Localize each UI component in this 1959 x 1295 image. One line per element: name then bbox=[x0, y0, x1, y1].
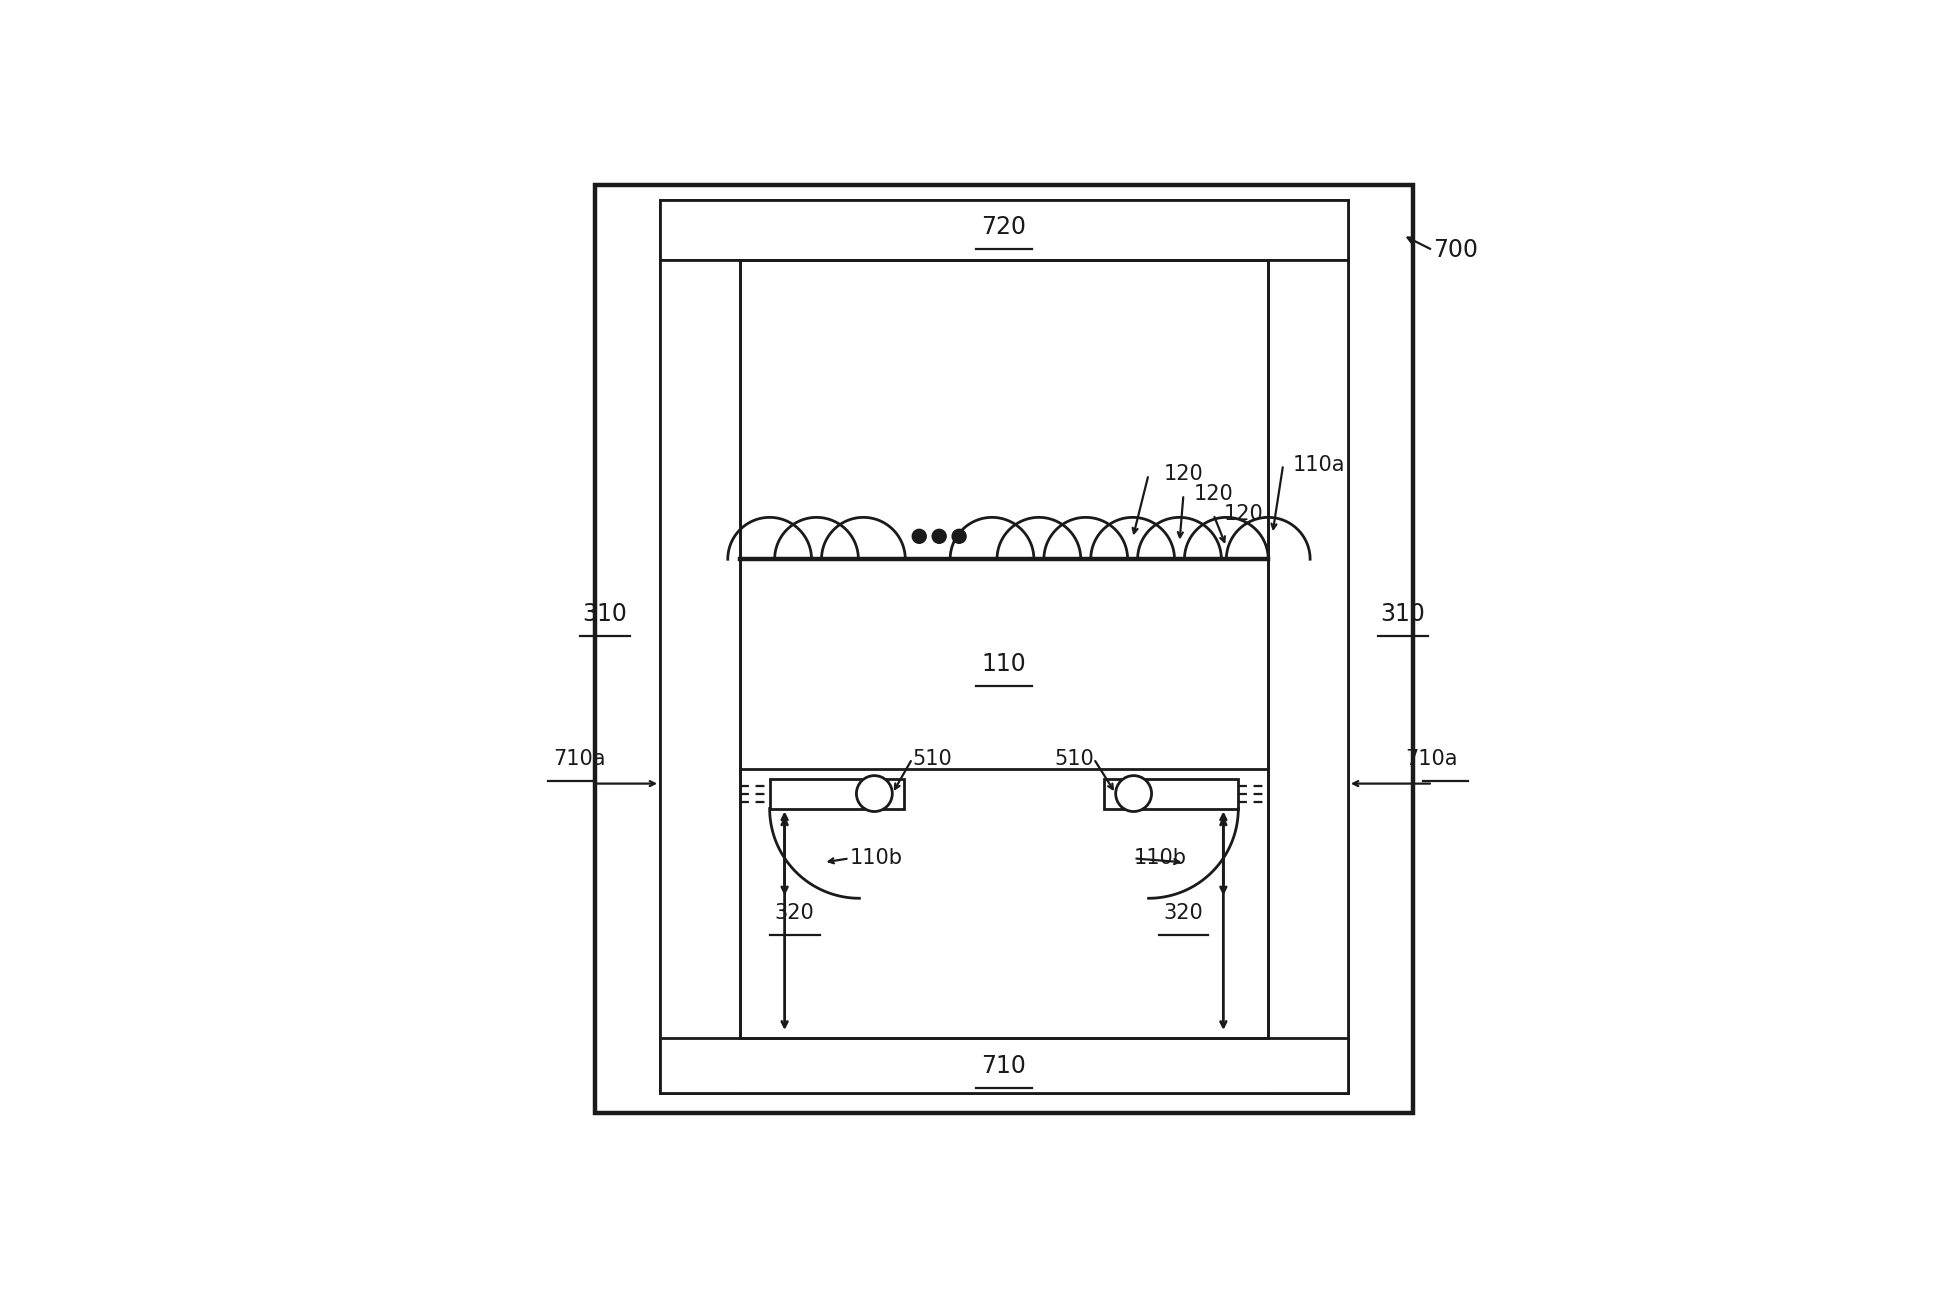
Polygon shape bbox=[1267, 260, 1348, 1093]
Text: 110a: 110a bbox=[1293, 455, 1346, 474]
Polygon shape bbox=[660, 1037, 1348, 1093]
Text: 720: 720 bbox=[981, 215, 1027, 240]
Text: 710a: 710a bbox=[1405, 749, 1457, 769]
Text: 120: 120 bbox=[1164, 465, 1203, 484]
Text: 320: 320 bbox=[1164, 903, 1203, 923]
Text: 310: 310 bbox=[1381, 602, 1426, 625]
Circle shape bbox=[952, 530, 966, 544]
Text: 510: 510 bbox=[1054, 749, 1093, 769]
Text: 310: 310 bbox=[582, 602, 627, 625]
Text: 700: 700 bbox=[1432, 238, 1477, 262]
Text: 110b: 110b bbox=[850, 848, 903, 869]
Text: 110: 110 bbox=[981, 651, 1027, 676]
Circle shape bbox=[856, 776, 891, 812]
Circle shape bbox=[1117, 776, 1152, 812]
Polygon shape bbox=[660, 201, 1348, 260]
Text: 710: 710 bbox=[981, 1054, 1027, 1077]
Polygon shape bbox=[660, 260, 741, 1093]
Text: 120: 120 bbox=[1193, 484, 1234, 505]
Text: 110b: 110b bbox=[1134, 848, 1187, 869]
Text: 320: 320 bbox=[774, 903, 815, 923]
Text: 710a: 710a bbox=[552, 749, 605, 769]
Circle shape bbox=[913, 530, 927, 544]
Circle shape bbox=[932, 530, 946, 544]
Text: 510: 510 bbox=[913, 749, 952, 769]
Text: 120: 120 bbox=[1222, 504, 1264, 524]
